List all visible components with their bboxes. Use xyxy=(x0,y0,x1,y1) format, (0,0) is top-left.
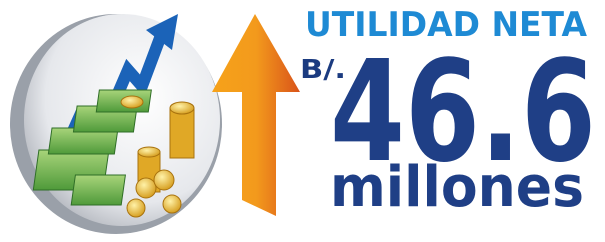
disc-illustration xyxy=(10,14,222,234)
infographic: UTILIDAD NETA B/. 46.6 millones xyxy=(0,0,605,242)
orange-arrow xyxy=(212,14,300,216)
page: {"headline": {"title": "UTILIDAD NETA", … xyxy=(0,0,605,242)
unit: millones xyxy=(330,155,584,220)
